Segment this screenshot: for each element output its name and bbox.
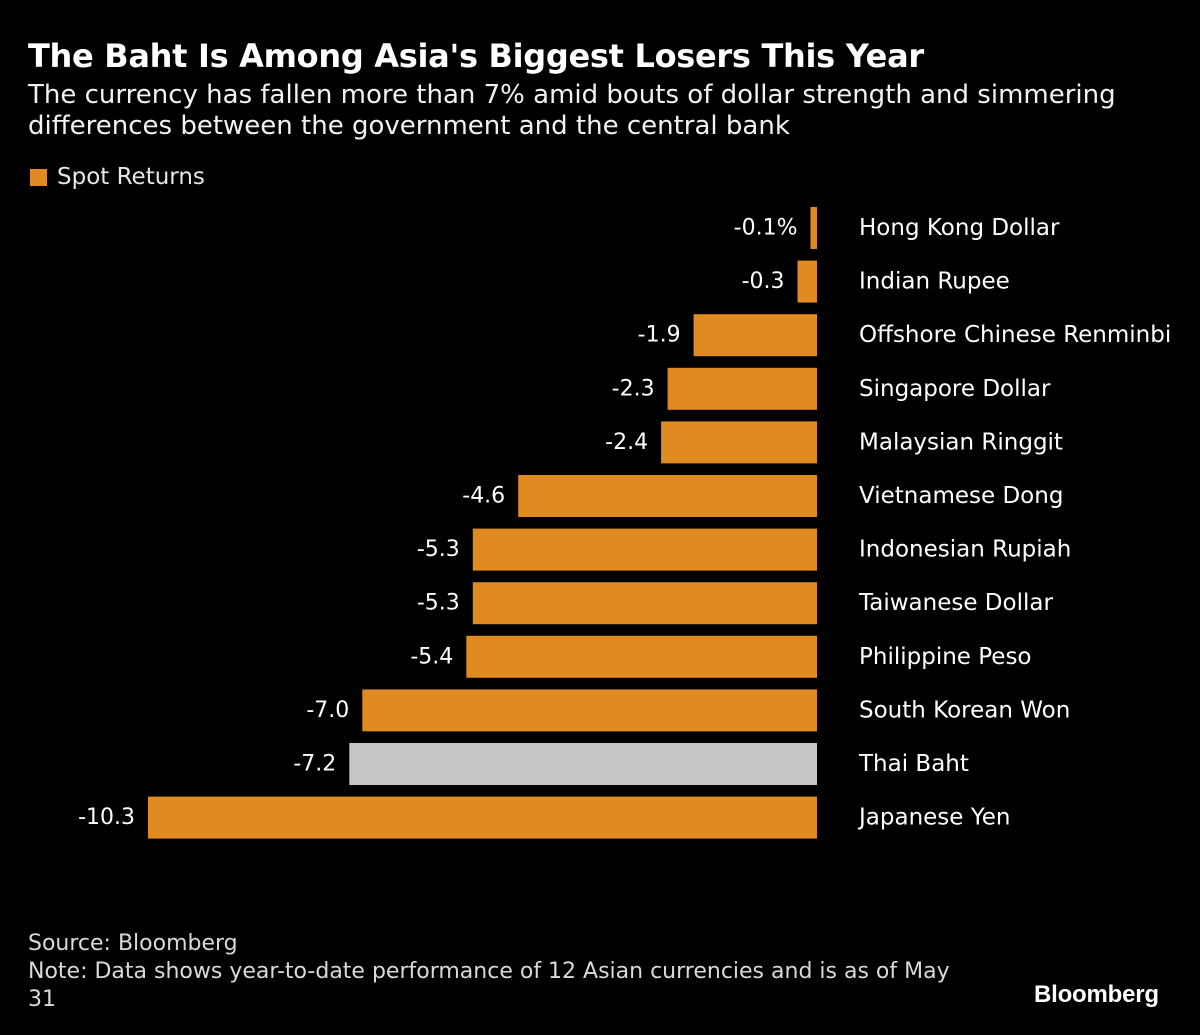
value-label: -5.3 (417, 591, 460, 616)
value-label: -4.6 (462, 484, 505, 509)
bar-japanese-yen (148, 796, 817, 839)
value-label: -5.3 (417, 537, 460, 562)
value-label: -10.3 (78, 805, 135, 830)
bar-indonesian-rupiah (472, 528, 817, 571)
category-label: Malaysian Ringgit (859, 429, 1063, 455)
footer: Source: Bloomberg Note: Data shows year-… (28, 930, 968, 1014)
legend-swatch (30, 168, 47, 186)
category-label: Indonesian Rupiah (859, 537, 1071, 563)
category-label: Singapore Dollar (859, 376, 1051, 402)
value-label: -1.9 (638, 323, 681, 348)
chart-title: The Baht Is Among Asia's Biggest Losers … (28, 37, 924, 75)
category-label: Taiwanese Dollar (858, 590, 1053, 616)
chart-subtitle: The currency has fallen more than 7% ami… (28, 80, 1116, 141)
category-label: Hong Kong Dollar (859, 215, 1060, 241)
value-label: -0.3 (742, 269, 785, 294)
value-label: -2.3 (612, 376, 655, 401)
bar-indian-rupee (797, 260, 817, 303)
category-label: Offshore Chinese Renminbi (859, 322, 1171, 348)
source-text: Source: Bloomberg (28, 931, 238, 956)
bar-philippine-peso (466, 635, 817, 678)
category-label: Philippine Peso (859, 644, 1032, 670)
legend: Spot Returns (30, 164, 205, 190)
bar-singapore-dollar (667, 367, 817, 410)
value-label: -2.4 (605, 430, 648, 455)
legend-label: Spot Returns (57, 164, 205, 190)
bar-thai-baht (349, 743, 817, 785)
bar-malaysian-ringgit (661, 421, 817, 464)
value-label: -5.4 (410, 644, 453, 669)
value-label: -7.2 (293, 752, 336, 777)
bar-taiwanese-dollar (472, 582, 817, 625)
category-label: Vietnamese Dong (859, 483, 1063, 509)
note-text: Note: Data shows year-to-date performanc… (28, 959, 950, 1012)
bar-chart: -0.1% Hong Kong Dollar -0.3 Indian Rupee -1.… (78, 207, 1171, 839)
category-label: Thai Baht (858, 751, 969, 777)
category-label: South Korean Won (859, 697, 1070, 723)
bar-vietnamese-dong (518, 475, 817, 517)
category-label: Japanese Yen (857, 805, 1010, 831)
category-label: Indian Rupee (859, 269, 1010, 295)
value-label: -0.1% (734, 216, 798, 241)
bar-hong-kong-dollar (810, 207, 817, 249)
bloomberg-logo: Bloomberg (1034, 981, 1159, 1008)
bar-offshore-chinese-renminbi (693, 314, 817, 357)
bar-south-korean-won (362, 689, 817, 732)
value-label: -7.0 (306, 698, 349, 723)
